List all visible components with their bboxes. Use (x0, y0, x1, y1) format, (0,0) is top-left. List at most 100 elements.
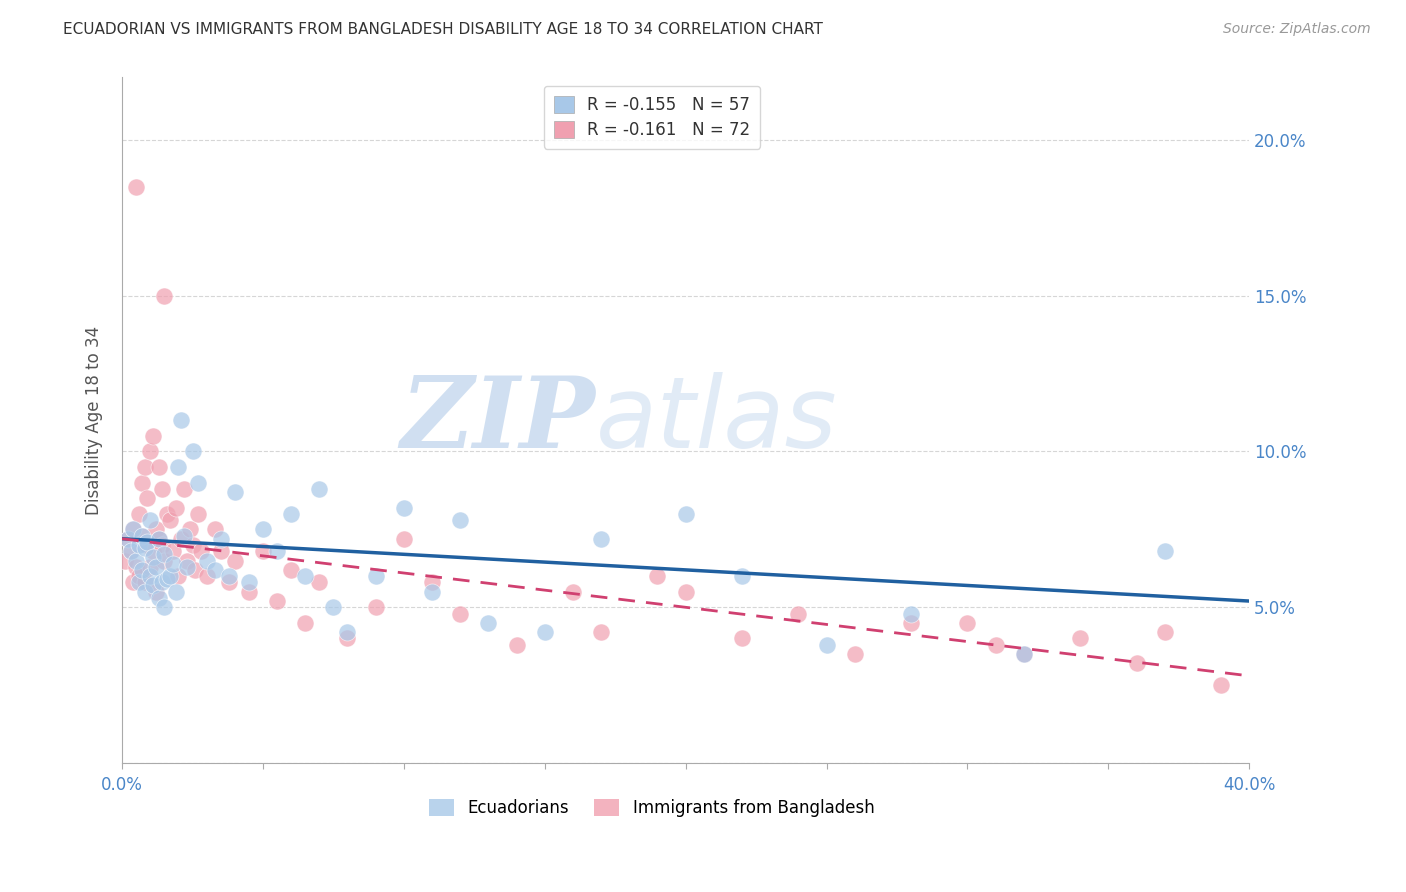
Point (176, 553, 198, 567)
Point (134, 541, 156, 555)
Point (134, 575, 156, 590)
Point (165, 584, 187, 599)
Point (125, 559, 148, 574)
Y-axis label: Disability Age 18 to 34: Disability Age 18 to 34 (86, 326, 103, 515)
Point (131, 528, 153, 542)
Point (145, 522, 167, 536)
Point (308, 482, 330, 496)
Point (122, 575, 145, 590)
Point (148, 460, 170, 475)
Point (224, 553, 246, 567)
Point (505, 638, 527, 652)
Point (675, 507, 697, 521)
Point (787, 607, 810, 621)
Point (266, 544, 288, 558)
Point (204, 563, 226, 577)
Point (280, 507, 302, 521)
Point (238, 584, 260, 599)
Point (122, 522, 145, 536)
Point (167, 460, 190, 475)
Legend: Ecuadorians, Immigrants from Bangladesh: Ecuadorians, Immigrants from Bangladesh (423, 792, 882, 823)
Point (224, 485, 246, 500)
Point (195, 553, 218, 567)
Point (145, 584, 167, 599)
Point (170, 532, 193, 546)
Point (139, 513, 162, 527)
Point (218, 569, 240, 583)
Point (322, 600, 344, 615)
Point (153, 553, 176, 567)
Point (142, 429, 165, 443)
Point (153, 547, 176, 561)
Point (364, 569, 387, 583)
Point (117, 532, 139, 546)
Point (128, 538, 150, 552)
Point (142, 544, 165, 558)
Point (1153, 625, 1175, 640)
Point (204, 522, 226, 536)
Point (266, 594, 288, 608)
Point (131, 475, 153, 490)
Point (420, 584, 443, 599)
Point (173, 528, 195, 542)
Point (134, 584, 156, 599)
Point (159, 513, 181, 527)
Point (252, 544, 274, 558)
Point (139, 444, 162, 458)
Point (176, 559, 198, 574)
Point (209, 532, 232, 546)
Point (187, 507, 209, 521)
Point (128, 507, 150, 521)
Point (420, 575, 443, 590)
Point (1153, 544, 1175, 558)
Point (956, 615, 979, 630)
Point (209, 544, 232, 558)
Text: atlas: atlas (596, 372, 837, 469)
Point (294, 615, 316, 630)
Point (165, 500, 187, 515)
Point (128, 569, 150, 583)
Point (136, 538, 159, 552)
Point (120, 544, 142, 558)
Point (153, 288, 176, 302)
Point (187, 475, 209, 490)
Point (131, 563, 153, 577)
Point (815, 638, 838, 652)
Point (159, 569, 181, 583)
Point (900, 607, 922, 621)
Point (162, 544, 184, 558)
Point (145, 559, 167, 574)
Point (647, 569, 669, 583)
Point (131, 528, 153, 542)
Point (1012, 647, 1035, 661)
Point (150, 482, 173, 496)
Point (148, 532, 170, 546)
Point (184, 563, 207, 577)
Point (128, 575, 150, 590)
Point (170, 413, 193, 427)
Point (731, 632, 754, 646)
Point (139, 559, 162, 574)
Point (122, 522, 145, 536)
Point (336, 625, 359, 640)
Point (117, 532, 139, 546)
Point (591, 625, 613, 640)
Point (120, 544, 142, 558)
Point (195, 569, 218, 583)
Point (148, 532, 170, 546)
Point (984, 638, 1007, 652)
Point (150, 575, 173, 590)
Point (364, 600, 387, 615)
Point (238, 575, 260, 590)
Point (134, 460, 156, 475)
Text: ECUADORIAN VS IMMIGRANTS FROM BANGLADESH DISABILITY AGE 18 TO 34 CORRELATION CHA: ECUADORIAN VS IMMIGRANTS FROM BANGLADESH… (63, 22, 823, 37)
Point (114, 553, 136, 567)
Text: Source: ZipAtlas.com: Source: ZipAtlas.com (1223, 22, 1371, 37)
Point (136, 534, 159, 549)
Point (449, 513, 471, 527)
Point (1125, 657, 1147, 671)
Point (125, 179, 148, 194)
Point (162, 557, 184, 571)
Point (561, 584, 583, 599)
Point (308, 575, 330, 590)
